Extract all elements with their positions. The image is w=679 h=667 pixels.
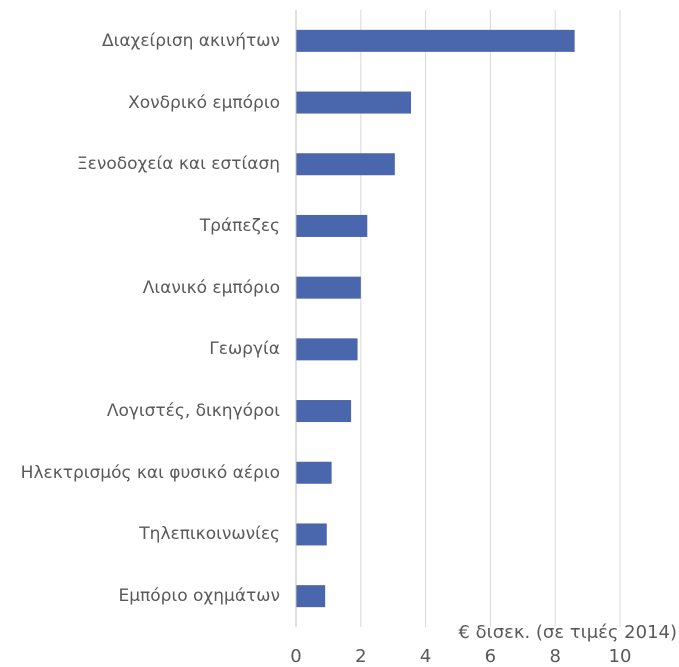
y-tick-label: Χονδρικό εμπόριο xyxy=(128,92,280,113)
x-tick-label: 0 xyxy=(290,646,301,667)
x-tick-label: 2 xyxy=(355,646,366,667)
bar xyxy=(296,29,575,52)
bar xyxy=(296,214,368,237)
y-tick-label-box: Λογιστές, δικηγόροι xyxy=(0,400,280,422)
bar xyxy=(296,91,412,114)
x-tick-label: 8 xyxy=(549,646,560,667)
bar xyxy=(296,153,395,176)
y-tick-label-box: Τηλεπικοινωνίες xyxy=(0,523,280,545)
y-tick-label: Λιανικό εμπόριο xyxy=(142,277,280,298)
y-tick-label-box: Ξενοδοχεία και εστίαση xyxy=(0,153,280,175)
x-tick-label: 4 xyxy=(420,646,431,667)
y-tick-label: Εμπόριο οχημάτων xyxy=(118,586,280,607)
y-tick-label: Διαχείριση ακινήτων xyxy=(101,30,280,51)
x-tick-label: 10 xyxy=(609,646,632,667)
y-tick-label: Ηλεκτρισμός και φυσικό αέριο xyxy=(20,462,280,483)
y-tick-label: Λογιστές, δικηγόροι xyxy=(106,401,280,422)
y-tick-label: Τηλεπικοινωνίες xyxy=(139,524,280,545)
bar xyxy=(296,585,326,608)
y-tick-label-box: Εμπόριο οχημάτων xyxy=(0,585,280,607)
bar xyxy=(296,523,327,546)
y-tick-label-box: Ηλεκτρισμός και φυσικό αέριο xyxy=(0,462,280,484)
x-tick-label: 6 xyxy=(485,646,496,667)
y-tick-label: Γεωργία xyxy=(209,339,280,360)
y-tick-label-box: Λιανικό εμπόριο xyxy=(0,277,280,299)
y-tick-label-box: Διαχείριση ακινήτων xyxy=(0,30,280,52)
bar xyxy=(296,461,332,484)
y-tick-label: Ξενοδοχεία και εστίαση xyxy=(76,154,280,175)
y-tick-label: Τράπεζες xyxy=(199,215,280,236)
bar xyxy=(296,400,352,423)
y-tick-label-box: Χονδρικό εμπόριο xyxy=(0,92,280,114)
bar xyxy=(296,338,358,361)
bar xyxy=(296,276,361,299)
x-axis-title: € δισεκ. (σε τιμές 2014) xyxy=(458,622,677,643)
y-tick-label-box: Τράπεζες xyxy=(0,215,280,237)
y-tick-label-box: Γεωργία xyxy=(0,338,280,360)
